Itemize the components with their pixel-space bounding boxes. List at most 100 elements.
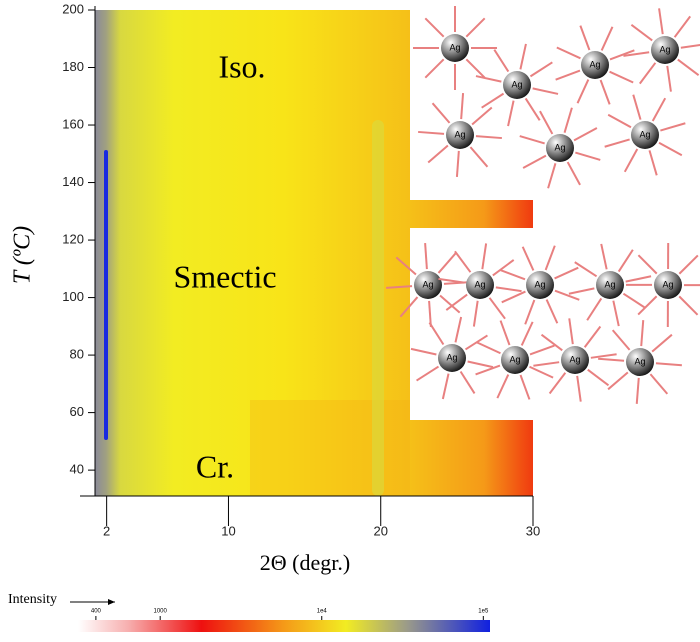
ligand — [521, 375, 530, 399]
y-tick-label: 100 — [62, 289, 84, 304]
ligand — [575, 153, 600, 160]
ligand — [520, 44, 526, 69]
ligand — [656, 363, 682, 365]
ligand — [425, 243, 427, 269]
ligand — [468, 361, 493, 367]
ligand — [578, 80, 589, 104]
ligand — [650, 374, 667, 394]
ligand — [443, 374, 449, 399]
particle-label: Ag — [639, 129, 650, 139]
y-axis-label: T (ºC) — [10, 226, 36, 284]
ligand — [591, 354, 617, 358]
ligand — [568, 162, 580, 185]
ligand — [548, 163, 555, 188]
ligand — [585, 327, 601, 348]
ligand — [476, 76, 501, 82]
ligand — [523, 156, 546, 168]
y-tick-label: 160 — [62, 116, 84, 131]
y-tick-label: 120 — [62, 231, 84, 246]
x-axis-label: 2Θ (degr.) — [260, 550, 350, 575]
ligand — [520, 136, 545, 143]
ligand — [502, 292, 526, 303]
particle-label: Ag — [634, 356, 645, 366]
ligand — [660, 123, 685, 130]
ligand — [470, 147, 487, 167]
ligand — [613, 330, 630, 350]
colorbar-label: Intensity — [8, 592, 57, 607]
ligand — [574, 128, 597, 140]
ligand — [542, 335, 563, 351]
ligand — [501, 321, 510, 345]
ligand — [533, 88, 558, 94]
particle-label: Ag — [422, 279, 433, 289]
ligand — [466, 18, 484, 36]
ligand — [530, 346, 554, 355]
ligand — [428, 145, 448, 162]
peak-line — [104, 150, 108, 440]
ligand — [601, 80, 610, 104]
ligand — [679, 296, 697, 314]
ligand — [679, 255, 697, 273]
peak-band — [372, 120, 384, 496]
x-tick-label: 10 — [221, 523, 235, 538]
ligand — [613, 301, 618, 326]
ligand — [659, 8, 663, 34]
ligand — [580, 26, 589, 50]
ligand — [523, 247, 534, 271]
y-tick-label: 200 — [62, 1, 84, 16]
particle-label: Ag — [604, 279, 615, 289]
ligand — [681, 44, 700, 48]
ligand — [425, 18, 443, 36]
ligand — [550, 373, 566, 394]
ligand — [637, 378, 639, 404]
particle-label: Ag — [534, 279, 545, 289]
ligand — [425, 59, 443, 77]
ligand — [653, 98, 666, 121]
particle-label: Ag — [589, 59, 600, 69]
ligand — [439, 253, 456, 273]
ligand — [433, 103, 450, 123]
colorbar-tick-label: 1e4 — [317, 609, 328, 615]
ligand — [602, 27, 613, 51]
particle-label: Ag — [659, 44, 670, 54]
particle-label: Ag — [454, 129, 465, 139]
ligand — [575, 262, 597, 276]
colorbar-tick-label: 1000 — [153, 609, 167, 615]
ligand — [641, 320, 643, 346]
ligand — [598, 359, 624, 361]
ligand — [667, 66, 671, 92]
y-tick-label: 140 — [62, 174, 84, 189]
ligand — [446, 295, 467, 311]
ligand — [605, 139, 630, 146]
ligand — [546, 246, 555, 270]
ligand — [608, 372, 628, 389]
ligand — [477, 342, 501, 353]
ligand — [569, 318, 573, 344]
ligand — [482, 243, 486, 269]
ligand — [569, 288, 594, 293]
ligand — [588, 370, 609, 386]
ligand — [638, 255, 656, 273]
ligand — [675, 16, 691, 37]
ligand — [540, 111, 552, 134]
ligand — [640, 63, 656, 84]
ligand — [556, 71, 580, 80]
x-tick-label: 2 — [103, 523, 110, 538]
ligand — [438, 279, 464, 283]
x-tick-label: 30 — [526, 523, 540, 538]
heatmap-warm — [250, 400, 410, 496]
ligand — [530, 62, 552, 76]
particle-label: Ag — [446, 352, 457, 362]
ligand — [455, 317, 461, 342]
ligand — [482, 94, 504, 108]
colorbar-tick-label: 400 — [91, 609, 102, 615]
y-tick-label: 60 — [70, 404, 84, 419]
ligand — [525, 300, 534, 324]
y-tick-label: 180 — [62, 59, 84, 74]
ligand — [508, 101, 514, 126]
ligand — [678, 60, 699, 76]
ligand — [429, 323, 443, 345]
heatmap-strip — [410, 420, 533, 496]
ligand — [497, 375, 508, 399]
